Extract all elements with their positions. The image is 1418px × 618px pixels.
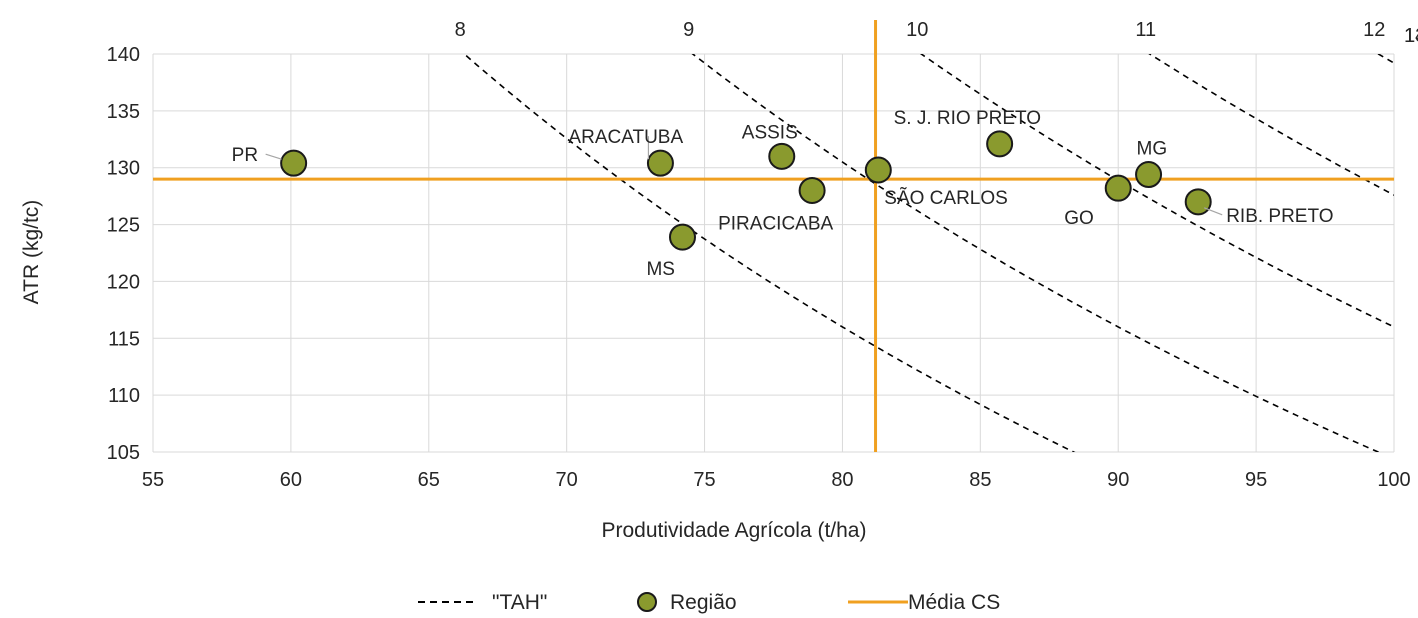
data-point	[668, 223, 696, 251]
data-point	[1184, 188, 1212, 216]
data-point	[986, 130, 1014, 158]
x-tick-label: 100	[1377, 469, 1410, 491]
data-point-label: SÃO CARLOS	[884, 187, 1008, 209]
tah-level-label: 10	[906, 19, 928, 41]
y-tick-label: 140	[107, 44, 140, 66]
data-point-label: PR	[232, 145, 258, 166]
tah-curve	[0, 0, 1418, 13]
y-tick-label: 110	[108, 385, 140, 407]
legend-media-label: Média CS	[908, 591, 1000, 614]
x-tick-label: 80	[831, 469, 853, 491]
tah-level-labels: 8 9 10 11 12 1314	[455, 19, 1418, 47]
x-tick-label: 75	[693, 469, 715, 491]
data-point	[1135, 161, 1163, 189]
y-tick-label: 120	[107, 271, 140, 293]
data-point-label: RIB. PRETO	[1226, 206, 1333, 227]
data-point	[646, 149, 674, 177]
tah-level-label: 12	[1363, 19, 1385, 41]
data-point-label: GO	[1064, 208, 1094, 229]
data-point-label: S. J. RIO PRETO	[894, 108, 1041, 129]
data-points	[280, 130, 1212, 251]
y-tick-label: 130	[107, 158, 140, 180]
x-tick-label: 70	[556, 469, 578, 491]
y-tick-label: 105	[107, 442, 140, 464]
data-point	[864, 156, 892, 184]
tah-curve	[1376, 54, 1394, 65]
x-tick-label: 65	[418, 469, 440, 491]
y-tick-label: 135	[107, 101, 140, 123]
x-tick-label: 55	[142, 469, 164, 491]
data-point	[768, 142, 796, 170]
x-tick-label: 60	[280, 469, 302, 491]
y-tick-label: 125	[107, 215, 140, 237]
tah-level-label: 8	[455, 19, 466, 41]
tah-curve	[691, 54, 1381, 452]
tah-level-label: 14	[1404, 25, 1418, 47]
legend-tah-label: "TAH"	[492, 591, 547, 614]
point-labels: PR ARACATUBA ASSIS PIRACICABA MS SÃO CARLOS S.…	[232, 108, 1334, 280]
axes: 55 60 65 70 75 80 85 90 95 100 105 110 115 120 125 130 1…	[107, 44, 1411, 491]
data-point	[280, 149, 308, 177]
data-point-label: ASSIS	[742, 122, 798, 143]
x-axis-title: Produtividade Agrícola (t/ha)	[602, 519, 867, 542]
y-axis-title: ATR (kg/tc)	[20, 200, 43, 305]
legend-regiao-label: Região	[670, 591, 737, 614]
data-point-label: MS	[646, 259, 675, 280]
data-point	[1104, 174, 1132, 202]
tah-curve	[1148, 54, 1394, 196]
data-point-label: ARACATUBA	[568, 127, 683, 148]
legend: "TAH" Região Média CS	[418, 591, 1000, 614]
grid-lines	[152, 53, 1395, 453]
data-point-label: PIRACICABA	[718, 213, 833, 234]
data-point	[798, 176, 826, 204]
tah-level-label: 9	[683, 19, 694, 41]
x-tick-label: 95	[1245, 469, 1267, 491]
tah-curve	[919, 54, 1394, 328]
tah-level-label: 11	[1135, 19, 1156, 41]
data-point-label: MG	[1137, 139, 1168, 160]
x-tick-label: 85	[969, 469, 991, 491]
label-leader-line	[1203, 207, 1223, 216]
y-tick-label: 115	[108, 328, 140, 350]
legend-regiao-swatch	[637, 592, 657, 612]
tah-level-label: 13	[1404, 25, 1418, 47]
label-leader-line	[265, 153, 282, 160]
media-cs-lines	[153, 20, 1394, 452]
x-tick-label: 90	[1107, 469, 1129, 491]
